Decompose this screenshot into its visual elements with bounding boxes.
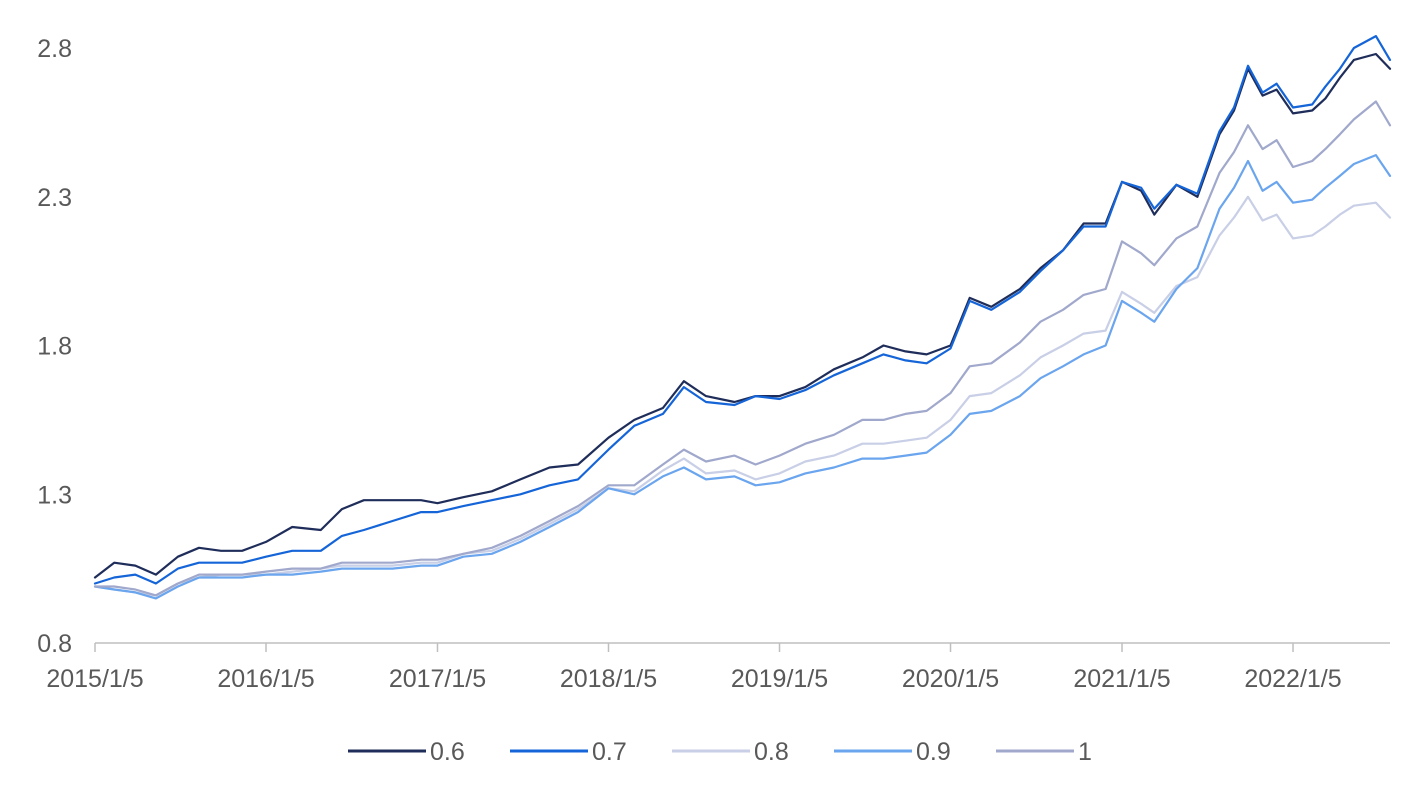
y-tick-label: 0.8 [37,630,72,658]
series-line-0-8 [93,195,1392,597]
series-line-0-9 [93,154,1392,600]
x-tick-label: 2019/1/5 [731,665,828,693]
series-layer [93,35,1392,600]
y-axis: 0.8 1.3 1.8 2.3 2.8 [37,35,72,658]
legend-label: 0.9 [916,738,951,766]
x-tick-label: 2022/1/5 [1244,665,1341,693]
y-tick-label: 2.3 [37,184,72,212]
x-tick-label: 2018/1/5 [560,665,657,693]
y-tick-label: 1.8 [37,333,72,361]
legend-label: 0.8 [754,738,789,766]
x-axis: 2015/1/5 2016/1/5 2017/1/5 2018/1/5 2019/1/5… [46,642,1390,693]
x-tick-label: 2017/1/5 [389,665,486,693]
series-line-1 [93,100,1392,597]
x-tick-label: 2016/1/5 [217,665,314,693]
legend-label: 0.6 [430,738,465,766]
x-tick-label: 2015/1/5 [46,665,143,693]
series-line-0-6 [93,52,1392,579]
series-line-0-7 [93,35,1392,585]
legend-label: 1 [1078,738,1092,766]
legend-label: 0.7 [592,738,627,766]
legend: 0.6 0.7 0.8 0.9 1 [348,738,1092,766]
y-tick-label: 2.8 [37,35,72,63]
x-tick-label: 2021/1/5 [1073,665,1170,693]
x-tick-label: 2020/1/5 [902,665,999,693]
y-tick-label: 1.3 [37,481,72,509]
